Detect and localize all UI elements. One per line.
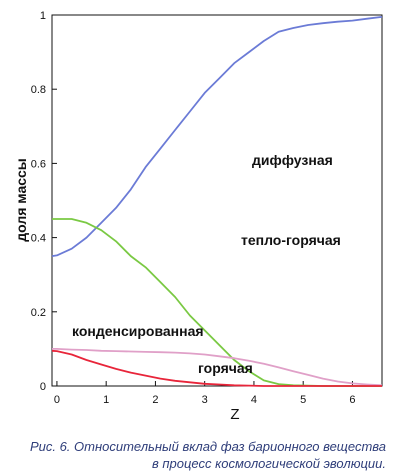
y-tick-label: 0.8 [31, 84, 46, 96]
caption-line-2: в процесс космологической эволюции. [151, 456, 386, 471]
y-tick-label: 0 [40, 381, 46, 393]
x-tick-label: 2 [152, 394, 158, 406]
plot-frame [51, 14, 383, 387]
y-tick-label: 0.2 [31, 307, 46, 319]
x-axis-title: Z [230, 406, 239, 423]
series-label-hot: горячая [198, 360, 253, 376]
series-line-diffuse [51, 16, 383, 257]
series-line-hot [51, 349, 382, 387]
caption-line-1: Рис. 6. Относительный вклад фаз барионно… [29, 439, 386, 454]
x-tick-label: 0 [54, 394, 60, 406]
y-tick-label: 1 [40, 10, 46, 22]
y-axis-title: доля массы [13, 158, 29, 242]
mass-fraction-chart: 0 0.2 0.4 0.6 0.8 1 0 1 2 3 4 5 6 доля массы Z дифф… [13, 10, 383, 423]
x-tick-label: 5 [300, 394, 306, 406]
x-tick-label: 1 [103, 394, 109, 406]
series-line-condensed [52, 348, 383, 387]
x-tick-label: 6 [349, 394, 355, 406]
series-label-warm-hot: тепло-горячая [241, 232, 341, 248]
series-label-condensed: конденсированная [72, 323, 204, 339]
x-tick-label: 3 [202, 394, 208, 406]
y-tick-label: 0.4 [31, 233, 46, 245]
x-tick-label: 4 [251, 394, 257, 406]
y-tick-label: 0.6 [31, 158, 46, 170]
figure-caption: Рис. 6. Относительный вклад фаз барионно… [0, 438, 386, 472]
series-label-diffuse: диффузная [252, 152, 333, 168]
